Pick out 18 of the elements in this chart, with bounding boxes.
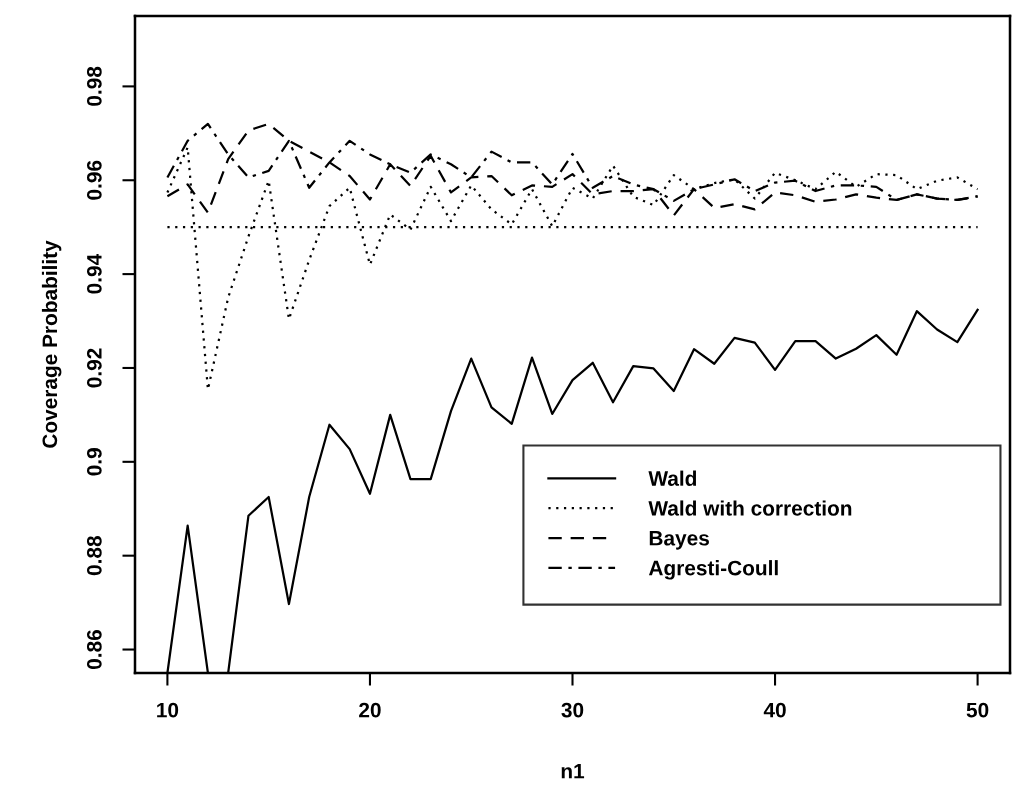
y-axis-title: Coverage Probability <box>41 240 62 448</box>
y-tick-label: 0.98 <box>86 66 102 106</box>
legend-label: Agresti-Coull <box>648 560 778 580</box>
legend-label: Wald <box>648 470 697 486</box>
y-tick-label: 0.86 <box>86 630 102 669</box>
x-axis-title: n1 <box>561 764 585 779</box>
x-tick-label: 50 <box>966 702 989 718</box>
y-tick-label: 0.88 <box>86 536 102 576</box>
x-tick-label: 40 <box>763 702 786 718</box>
x-tick-label: 30 <box>561 702 584 718</box>
x-tick-label: 10 <box>157 702 179 718</box>
y-tick-label: 0.94 <box>86 253 102 294</box>
legend-label: Bayes <box>649 531 709 550</box>
y-tick-label: 0.96 <box>86 160 102 200</box>
y-tick-label: 0.92 <box>86 348 102 388</box>
legend-label: Wald with correction <box>648 500 852 516</box>
y-tick-label: 0.9 <box>86 448 102 476</box>
x-tick-label: 20 <box>359 702 381 718</box>
